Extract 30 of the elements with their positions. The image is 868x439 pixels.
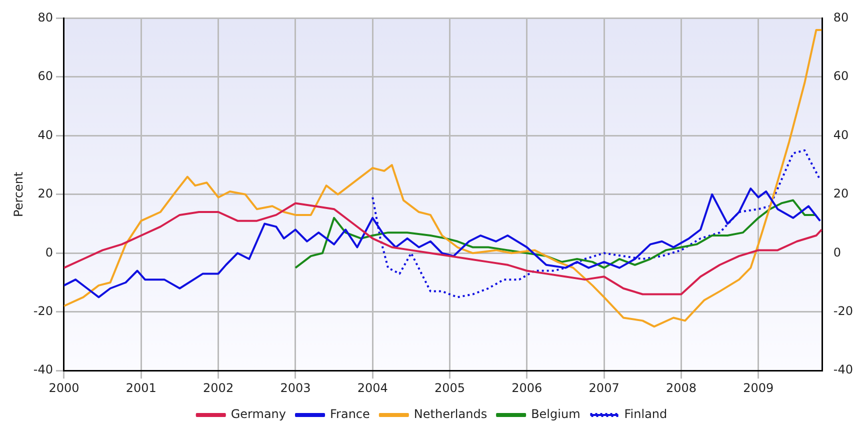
legend-label: France <box>330 407 370 422</box>
y-tick-label: 60 <box>38 69 53 84</box>
legend-label: Netherlands <box>414 407 488 422</box>
y2-tick-label: 40 <box>833 128 849 142</box>
x-tick-label: 2008 <box>666 380 696 395</box>
x-tick-label: 2000 <box>48 380 80 395</box>
y-tick-label: -40 <box>33 362 53 377</box>
y2-tick-label: 0 <box>833 245 842 260</box>
x-tick-label: 2002 <box>203 380 234 395</box>
y-tick-label: 0 <box>45 245 53 260</box>
y2-tick-label: 20 <box>833 186 849 201</box>
y2-tick-label: -40 <box>833 362 854 377</box>
x-tick-label: 2009 <box>743 380 774 395</box>
x-tick-label: 2005 <box>434 380 466 395</box>
x-tick-label: 2001 <box>126 380 156 395</box>
x-tick-label: 2007 <box>588 380 620 395</box>
y-tick-label: 40 <box>38 128 53 142</box>
x-tick-label: 2003 <box>280 380 311 395</box>
y-axis-title: Percent <box>11 172 26 217</box>
y-tick-label: 80 <box>38 10 53 24</box>
legend-label: Finland <box>624 407 668 422</box>
y-tick-label: 20 <box>38 186 53 201</box>
legend-label: Belgium <box>531 407 580 422</box>
y-tick-label: -20 <box>33 304 53 318</box>
y2-tick-label: 60 <box>833 69 849 84</box>
y2-tick-label: 80 <box>833 10 849 24</box>
x-tick-label: 2004 <box>357 380 388 395</box>
x-tick-label: 2006 <box>512 380 542 395</box>
legend-label: Germany <box>230 407 286 422</box>
y2-tick-label: -20 <box>833 304 854 318</box>
